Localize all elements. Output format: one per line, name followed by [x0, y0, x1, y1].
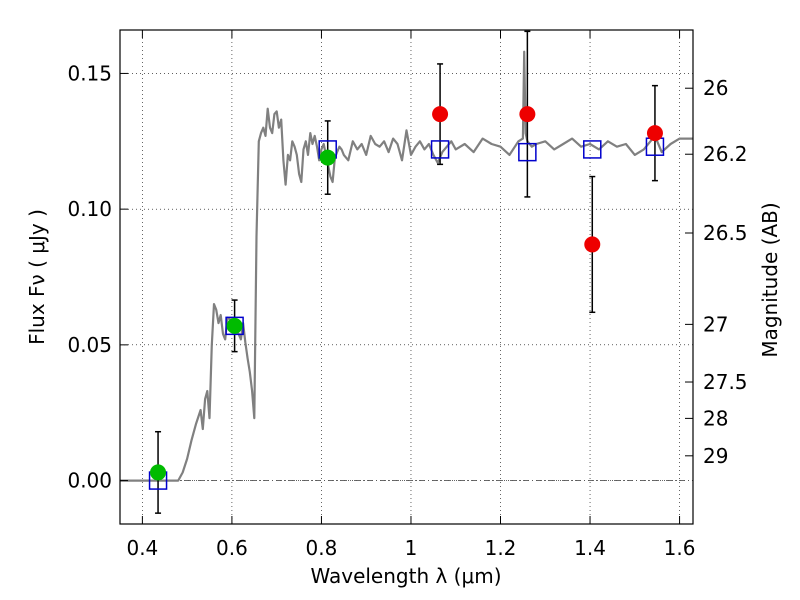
y-tick-label: 0.05: [67, 333, 112, 357]
x-tick-label: 0.8: [306, 536, 338, 560]
y-axis-label: Flux Fν ( μJy ): [25, 209, 49, 345]
detection-marker: [584, 236, 601, 253]
magnitude-tick-label: 27: [703, 312, 728, 336]
right-axis-label: Magnitude (AB): [758, 202, 782, 357]
model-photometry-marker: [583, 140, 602, 159]
magnitude-tick-label: 26.5: [703, 221, 748, 245]
detection-marker: [519, 106, 536, 123]
detection-marker: [226, 317, 243, 334]
model-photometry-marker: [225, 316, 244, 336]
model-photometry-marker: [518, 142, 537, 162]
x-tick-label: 0.6: [216, 536, 248, 560]
detection-marker: [432, 106, 449, 123]
magnitude-tick-label: 28: [703, 406, 728, 430]
x-tick-label: 1.2: [485, 536, 517, 560]
ticks: 0.4 0.6 0.8 1 1.2 1.4 1.6 0.00 0.05 0.10 0.15 26 26.…: [67, 30, 748, 560]
x-tick-label: 1.6: [664, 536, 696, 560]
x-axis-label: Wavelength λ (μm): [310, 564, 501, 588]
magnitude-tick-label: 26.2: [703, 142, 748, 166]
x-tick-label: 0.4: [126, 536, 158, 560]
grid: [120, 30, 693, 524]
magnitude-tick-label: 26: [703, 76, 728, 100]
detection-marker: [646, 125, 663, 142]
y-tick-label: 0.00: [67, 469, 112, 493]
detection-marker: [150, 464, 167, 481]
x-tick-label: 1.4: [574, 536, 606, 560]
magnitude-tick-label: 29: [703, 444, 728, 468]
y-tick-label: 0.10: [67, 197, 112, 221]
x-tick-label: 1: [405, 536, 418, 560]
plot-frame: [119, 29, 694, 525]
y-tick-label: 0.15: [67, 61, 112, 85]
magnitude-tick-label: 27.5: [703, 370, 748, 394]
model-photometry-marker: [430, 140, 450, 159]
plot-data: [120, 30, 693, 514]
detection-marker: [319, 149, 336, 166]
